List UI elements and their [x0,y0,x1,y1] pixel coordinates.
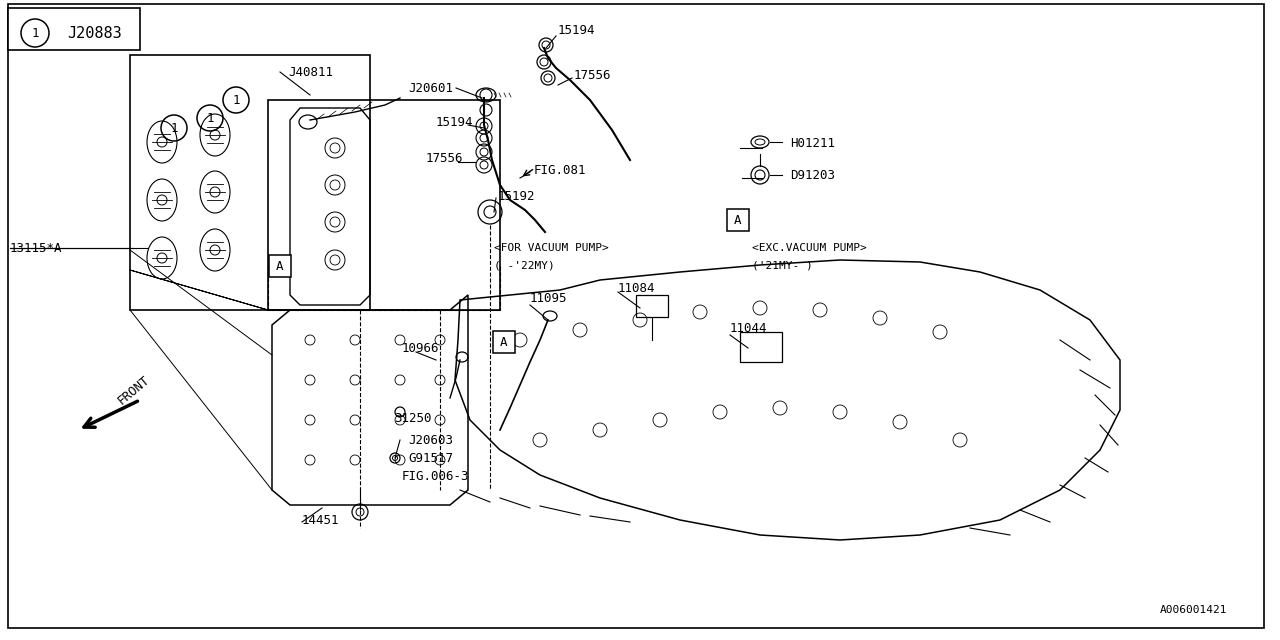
Text: J20883: J20883 [68,26,123,40]
Text: J40811: J40811 [288,65,333,79]
Text: A: A [500,335,508,349]
Text: FIG.006-3: FIG.006-3 [402,470,470,483]
Text: 11044: 11044 [730,321,768,335]
Text: 31250: 31250 [394,412,431,424]
Bar [493,332,515,353]
Text: 15194: 15194 [558,24,595,36]
Text: 1: 1 [170,122,178,134]
Text: 15192: 15192 [498,189,535,202]
Text: G91517: G91517 [408,451,453,465]
Text: 1: 1 [31,26,38,40]
Text: 17556: 17556 [426,152,463,164]
Text: 1: 1 [206,111,214,125]
Text: 17556: 17556 [573,68,612,81]
Bar [740,332,782,362]
Bar [268,100,500,310]
Text: 1: 1 [232,93,239,106]
Text: D91203: D91203 [790,168,835,182]
Text: A006001421: A006001421 [1160,605,1228,615]
Text: <FOR VACUUM PUMP>: <FOR VACUUM PUMP> [494,243,609,253]
Text: 13115*A: 13115*A [10,241,63,255]
Text: 10966: 10966 [402,342,439,355]
Text: H01211: H01211 [790,136,835,150]
Text: 14451: 14451 [302,513,339,527]
Text: J20603: J20603 [408,433,453,447]
Text: FIG.081: FIG.081 [534,163,586,177]
Text: 11084: 11084 [618,282,655,294]
Text: ('21MY- ): ('21MY- ) [753,260,813,270]
Text: <EXC.VACUUM PUMP>: <EXC.VACUUM PUMP> [753,243,867,253]
Bar [131,55,370,310]
Text: J20601: J20601 [408,81,453,95]
Text: FRONT: FRONT [115,373,152,407]
Text: 15194: 15194 [436,115,474,129]
Bar [8,8,140,50]
Text: A: A [735,214,741,227]
Bar [636,295,668,317]
Text: 11095: 11095 [530,291,567,305]
Text: ( -'22MY): ( -'22MY) [494,260,554,270]
Text: A: A [276,259,284,273]
Bar [727,209,749,231]
Bar [269,255,291,277]
